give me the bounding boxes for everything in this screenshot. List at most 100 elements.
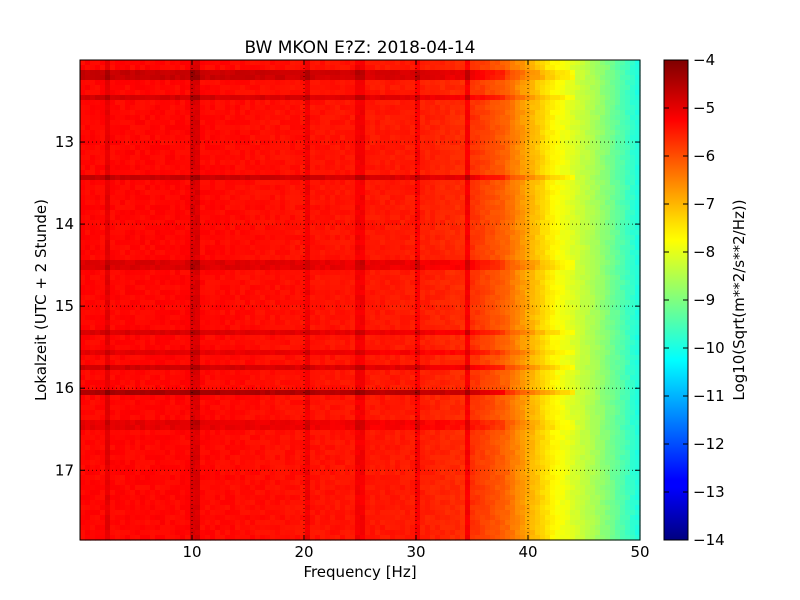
heatmap-cell: [270, 95, 276, 101]
heatmap-cell: [235, 70, 241, 76]
heatmap-cell: [245, 165, 251, 171]
heatmap-cell: [190, 110, 196, 116]
heatmap-cell: [535, 200, 541, 206]
heatmap-cell: [280, 155, 286, 161]
heatmap-cell: [190, 190, 196, 196]
heatmap-cell: [575, 155, 581, 161]
heatmap-cell: [85, 80, 91, 86]
heatmap-cell: [195, 215, 201, 221]
heatmap-cell: [510, 175, 516, 181]
heatmap-cell: [275, 110, 281, 116]
heatmap-cell: [605, 225, 611, 231]
heatmap-cell: [225, 135, 231, 141]
heatmap-cell: [505, 165, 511, 171]
heatmap-cell: [265, 200, 271, 206]
heatmap-cell: [580, 210, 586, 216]
heatmap-cell: [490, 190, 496, 196]
heatmap-cell: [445, 265, 451, 271]
heatmap-cell: [590, 235, 596, 241]
heatmap-cell: [570, 155, 576, 161]
heatmap-cell: [535, 95, 541, 101]
heatmap-cell: [165, 245, 171, 251]
heatmap-cell: [370, 95, 376, 101]
heatmap-cell: [520, 150, 526, 156]
heatmap-cell: [385, 230, 391, 236]
heatmap-cell: [275, 125, 281, 131]
heatmap-cell: [620, 190, 626, 196]
heatmap-cell: [130, 105, 136, 111]
heatmap-cell: [225, 195, 231, 201]
heatmap-cell: [320, 120, 326, 126]
heatmap-cell: [585, 115, 591, 121]
heatmap-cell: [205, 220, 211, 226]
heatmap-cell: [380, 175, 386, 181]
heatmap-cell: [135, 200, 141, 206]
heatmap-cell: [210, 110, 216, 116]
heatmap-cell: [175, 170, 181, 176]
heatmap-cell: [205, 100, 211, 106]
heatmap-cell: [85, 225, 91, 231]
heatmap-cell: [425, 270, 431, 276]
heatmap-cell: [630, 185, 636, 191]
heatmap-cell: [620, 70, 626, 76]
heatmap-cell: [570, 235, 576, 241]
heatmap-cell: [155, 175, 161, 181]
heatmap-cell: [365, 140, 371, 146]
heatmap-cell: [285, 205, 291, 211]
heatmap-cell: [170, 100, 176, 106]
heatmap-cell: [280, 95, 286, 101]
heatmap-cell: [385, 75, 391, 81]
heatmap-cell: [450, 145, 456, 151]
heatmap-cell: [320, 185, 326, 191]
heatmap-cell: [435, 170, 441, 176]
heatmap-cell: [375, 260, 381, 266]
heatmap-cell: [190, 230, 196, 236]
heatmap-cell: [370, 105, 376, 111]
heatmap-cell: [615, 135, 621, 141]
heatmap-cell: [535, 140, 541, 146]
heatmap-cell: [235, 90, 241, 96]
heatmap-cell: [240, 270, 246, 276]
heatmap-cell: [525, 180, 531, 186]
heatmap-cell: [365, 240, 371, 246]
heatmap-cell: [270, 190, 276, 196]
heatmap-cell: [355, 85, 361, 91]
heatmap-cell: [585, 105, 591, 111]
heatmap-cell: [80, 155, 86, 161]
heatmap-cell: [310, 230, 316, 236]
heatmap-cell: [255, 75, 261, 81]
heatmap-cell: [515, 250, 521, 256]
heatmap-cell: [255, 170, 261, 176]
heatmap-cell: [635, 180, 641, 186]
heatmap-cell: [295, 75, 301, 81]
heatmap-cell: [340, 255, 346, 261]
heatmap-cell: [415, 245, 421, 251]
heatmap-cell: [635, 75, 641, 81]
heatmap-cell: [370, 175, 376, 181]
heatmap-cell: [385, 235, 391, 241]
heatmap-cell: [280, 265, 286, 271]
heatmap-cell: [400, 205, 406, 211]
heatmap-cell: [285, 230, 291, 236]
heatmap-cell: [485, 75, 491, 81]
heatmap-cell: [450, 210, 456, 216]
heatmap-cell: [550, 135, 556, 141]
heatmap-cell: [555, 275, 561, 281]
heatmap-cell: [530, 65, 536, 71]
heatmap-cell: [530, 165, 536, 171]
heatmap-cell: [375, 120, 381, 126]
heatmap-cell: [215, 125, 221, 131]
heatmap-cell: [185, 125, 191, 131]
heatmap-cell: [530, 195, 536, 201]
heatmap-cell: [140, 230, 146, 236]
heatmap-cell: [625, 245, 631, 251]
heatmap-cell: [155, 235, 161, 241]
heatmap-cell: [160, 145, 166, 151]
heatmap-cell: [160, 165, 166, 171]
heatmap-cell: [190, 270, 196, 276]
heatmap-cell: [425, 245, 431, 251]
heatmap-cell: [160, 275, 166, 281]
heatmap-cell: [100, 135, 106, 141]
heatmap-cell: [510, 260, 516, 266]
heatmap-cell: [280, 70, 286, 76]
